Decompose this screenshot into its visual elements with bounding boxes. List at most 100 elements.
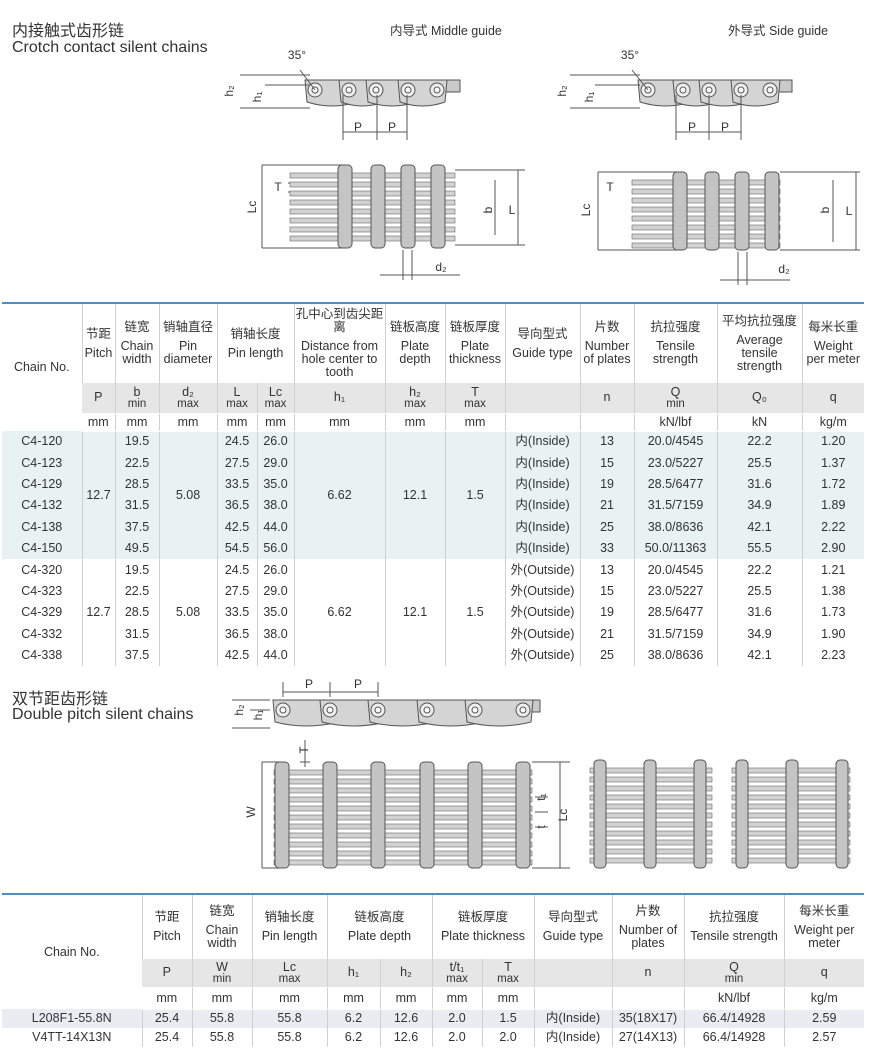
diagram-label: h₂ bbox=[555, 85, 569, 97]
cell: 20.0/4545 bbox=[633, 559, 718, 581]
diagram-label: b bbox=[481, 206, 495, 213]
cell: 内(Inside) bbox=[504, 537, 581, 560]
cell: 12.6 bbox=[379, 1028, 432, 1047]
header-cell: 导向型式 Guide type bbox=[504, 303, 581, 383]
cell: C4-320 bbox=[21, 562, 63, 577]
header-cell: 销轴长度 Pin length bbox=[251, 894, 327, 959]
symbol: b bbox=[133, 384, 141, 399]
merged-cell: 12.7 bbox=[81, 559, 115, 667]
cell: 34.9 bbox=[716, 495, 803, 517]
header-en: Pitch bbox=[153, 929, 181, 943]
diagram-label: W bbox=[244, 806, 258, 818]
pin-column bbox=[467, 761, 483, 869]
cell: C4-150 bbox=[2, 537, 82, 560]
header-cn: 链板高度 bbox=[354, 910, 405, 924]
header-row: Chain No. 节距 Pitch 链宽 Chain width 销轴长度 Pin len… bbox=[2, 894, 865, 959]
cell: 外(Outside) bbox=[504, 602, 581, 624]
header-cell: 平均抗拉强度 Average tensile strength bbox=[716, 303, 803, 383]
cell: 2.0 bbox=[431, 1009, 482, 1028]
plate-strip bbox=[273, 823, 533, 830]
cell: 33 bbox=[579, 537, 635, 560]
symbol-cell: Lc max bbox=[251, 959, 327, 988]
header-cell: 每米长重 Weight per meter bbox=[783, 894, 865, 959]
symbol-cell: h₂ bbox=[379, 959, 432, 988]
data-row: C4-150 49.5 54.5 56.0 内(Inside) 33 50.0/11363 5… bbox=[2, 537, 865, 560]
pin-column bbox=[274, 761, 290, 869]
header-cn: 链宽 bbox=[209, 903, 235, 918]
symbol: h₁ bbox=[333, 390, 346, 405]
header-cn: 销轴直径 bbox=[162, 320, 213, 334]
diagram-label: t₁ bbox=[534, 793, 548, 800]
cell: 35.0 bbox=[256, 473, 295, 496]
header-cell: 链板厚度 Plate thickness bbox=[431, 894, 535, 959]
symbol-sub: min bbox=[724, 972, 744, 985]
symbol-sub: max bbox=[497, 972, 519, 985]
header-en: Plate thickness bbox=[440, 929, 526, 943]
cell: 29.0 bbox=[256, 580, 295, 603]
merged-cell: 12.1 bbox=[384, 431, 446, 560]
symbol: h₁ bbox=[347, 965, 360, 980]
symbol: d₂ bbox=[182, 384, 194, 399]
header-en: Number of plates bbox=[583, 339, 631, 366]
svg: P Ph₂ h₁ T Wt₁ t Lc bbox=[232, 677, 851, 869]
cell: 66.4/14928 bbox=[683, 1028, 785, 1047]
symbol: h₂ bbox=[409, 384, 421, 399]
cell: 55.8 bbox=[251, 1028, 327, 1047]
unit-cell bbox=[611, 987, 685, 1010]
symbol-cell bbox=[533, 959, 613, 988]
pin-hole bbox=[404, 86, 412, 94]
pin-column bbox=[835, 759, 849, 869]
header-cell: 导向型式 Guide type bbox=[533, 894, 613, 959]
cell: 38.0/8636 bbox=[633, 644, 718, 667]
pin-hole bbox=[433, 86, 441, 94]
cell: 22.2 bbox=[716, 431, 803, 453]
cell: 55.8 bbox=[191, 1028, 252, 1047]
diagram-label: h₁ bbox=[582, 92, 596, 103]
header-en: Chain width bbox=[205, 922, 239, 950]
unit-cell: kg/m bbox=[783, 987, 865, 1010]
cell: 1.5 bbox=[481, 1009, 535, 1028]
symbol: q bbox=[829, 390, 837, 405]
header-cell: 链宽 Chain width bbox=[114, 303, 159, 383]
unit-cell: mm bbox=[82, 413, 115, 432]
diagram-label: T bbox=[274, 180, 282, 194]
cell: 1.73 bbox=[801, 602, 865, 624]
header-en: Plate thickness bbox=[448, 339, 502, 366]
symbol-sub: max bbox=[278, 972, 301, 985]
symbol-cell: n bbox=[611, 959, 685, 988]
cell: 22.5 bbox=[114, 580, 159, 603]
header-cn: 每米长重 bbox=[799, 903, 850, 918]
symbol: Q₀ bbox=[752, 390, 767, 405]
cell: 2.0 bbox=[481, 1028, 535, 1047]
pin-column bbox=[672, 171, 688, 251]
cell: 外(Outside) bbox=[504, 644, 581, 667]
chain-plate bbox=[464, 699, 534, 727]
pin-column bbox=[704, 171, 720, 251]
diagram-label: h₁ bbox=[250, 92, 264, 103]
symbol-cell: d₂ max bbox=[158, 383, 217, 414]
text: Crotch contact silent chains bbox=[12, 39, 208, 56]
data-row: C4-123 22.5 27.5 29.0 内(Inside) 15 23.0/5227 25… bbox=[2, 452, 865, 474]
cell: 6.2 bbox=[326, 1009, 380, 1028]
plate-strip bbox=[273, 841, 533, 848]
cell: 2.22 bbox=[801, 516, 865, 538]
merged-cell: 6.62 bbox=[293, 431, 386, 560]
cell: 66.4/14928 bbox=[683, 1009, 785, 1028]
pin-column bbox=[643, 759, 657, 869]
cell: 19.5 bbox=[114, 559, 159, 581]
pin-column bbox=[764, 171, 780, 251]
header-cn: 节距 bbox=[85, 326, 111, 341]
cell: 13 bbox=[579, 559, 635, 581]
header-en: Chain width bbox=[120, 339, 154, 366]
unit-row: mm mm mm mm mm mm mm mm kN/lbf kN kg/m bbox=[2, 413, 865, 432]
cell: 1.38 bbox=[801, 580, 865, 603]
symbol-sub: min bbox=[127, 397, 147, 410]
diagram-label: t bbox=[534, 825, 548, 829]
header-en: Weight per meter bbox=[806, 339, 861, 366]
table: Chain No. 节距 Pitch 链宽 Chain width 销轴长度 Pin len… bbox=[2, 893, 865, 1047]
cell: C4-120 bbox=[2, 431, 82, 453]
symbol: Lc bbox=[268, 384, 283, 399]
